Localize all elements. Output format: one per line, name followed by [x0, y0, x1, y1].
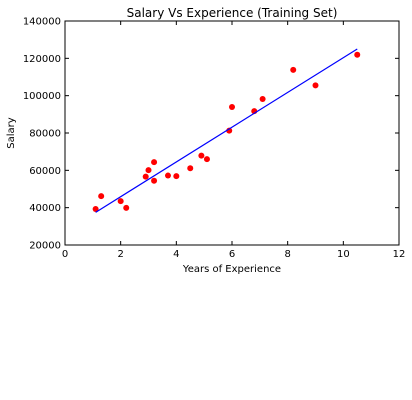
data-point: [151, 177, 158, 184]
y-axis-label: Salary: [6, 117, 17, 148]
data-point: [92, 205, 99, 212]
x-tick-label: 4: [173, 249, 179, 260]
regression-line: [95, 48, 358, 213]
data-point: [203, 156, 210, 163]
chart-title: Salary Vs Experience (Training Set): [127, 6, 338, 20]
data-point: [145, 167, 152, 174]
x-tick-label: 0: [62, 249, 68, 260]
y-tick-label: 140000: [23, 17, 61, 28]
x-tick-label: 8: [284, 249, 290, 260]
data-point: [142, 173, 149, 180]
x-tick-label: 10: [337, 249, 350, 260]
y-tick-label: 80000: [29, 129, 61, 140]
chart-marks: [92, 48, 361, 213]
data-point: [226, 127, 233, 134]
data-point: [312, 82, 319, 89]
data-point: [151, 159, 158, 166]
axes: 0 2 4 6 8 10 12 20000 40000 60000 80000 100000 12000…: [23, 17, 406, 261]
data-point: [98, 193, 105, 200]
data-point: [117, 198, 124, 205]
data-point: [354, 51, 361, 58]
x-tick-label: 2: [117, 249, 123, 260]
x-tick-label: 12: [393, 249, 406, 260]
y-tick-label: 120000: [23, 54, 61, 65]
data-point: [187, 165, 194, 172]
y-tick-label: 20000: [29, 241, 61, 252]
data-point: [173, 173, 180, 180]
data-point: [290, 66, 297, 73]
x-axis-label: Years of Experience: [182, 264, 281, 275]
data-point: [229, 104, 235, 111]
data-point: [259, 96, 266, 103]
data-point: [123, 204, 130, 211]
data-point: [164, 172, 171, 179]
x-tick-label: 6: [229, 249, 235, 260]
y-tick-label: 60000: [29, 166, 61, 177]
data-point: [198, 152, 205, 159]
y-tick-label: 40000: [29, 203, 61, 214]
y-tick-label: 100000: [23, 91, 61, 102]
